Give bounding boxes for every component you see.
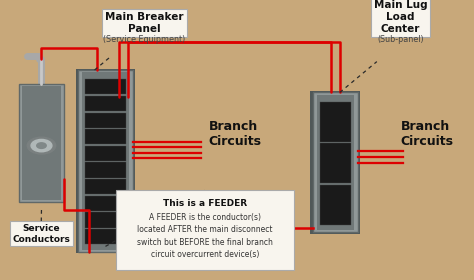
Text: (Sub-panel): (Sub-panel) xyxy=(377,35,424,44)
Bar xyxy=(85,146,126,161)
Circle shape xyxy=(27,137,55,154)
Circle shape xyxy=(31,139,52,152)
Bar xyxy=(85,196,126,211)
Bar xyxy=(85,229,126,244)
Bar xyxy=(317,95,354,230)
FancyBboxPatch shape xyxy=(116,190,294,270)
Text: This is a FEEDER: This is a FEEDER xyxy=(163,199,247,208)
Bar xyxy=(85,129,126,144)
Bar xyxy=(320,143,351,183)
Text: Branch
Circuits: Branch Circuits xyxy=(209,120,262,148)
Text: (Service Equipment): (Service Equipment) xyxy=(103,35,186,44)
Bar xyxy=(78,70,133,252)
Bar xyxy=(19,84,64,202)
Bar xyxy=(76,69,135,253)
Bar xyxy=(85,162,126,178)
Bar xyxy=(85,179,126,194)
Text: Service
Conductors: Service Conductors xyxy=(12,224,70,244)
Bar xyxy=(310,91,360,234)
Bar xyxy=(22,86,61,200)
Bar xyxy=(320,102,351,142)
Text: A FEEDER is the conductor(s)
located AFTER the main disconnect
switch but BEFORE: A FEEDER is the conductor(s) located AFT… xyxy=(137,213,273,259)
Bar xyxy=(82,72,129,250)
Bar xyxy=(85,113,126,128)
Text: Main Breaker
Panel: Main Breaker Panel xyxy=(105,12,184,34)
Bar xyxy=(320,185,351,225)
Bar xyxy=(85,212,126,228)
Bar xyxy=(85,96,126,111)
Bar xyxy=(313,92,358,232)
Text: Branch
Circuits: Branch Circuits xyxy=(401,120,454,148)
Circle shape xyxy=(36,143,46,148)
Text: Main Lug
Load
Center: Main Lug Load Center xyxy=(374,0,428,34)
Bar xyxy=(85,79,126,94)
